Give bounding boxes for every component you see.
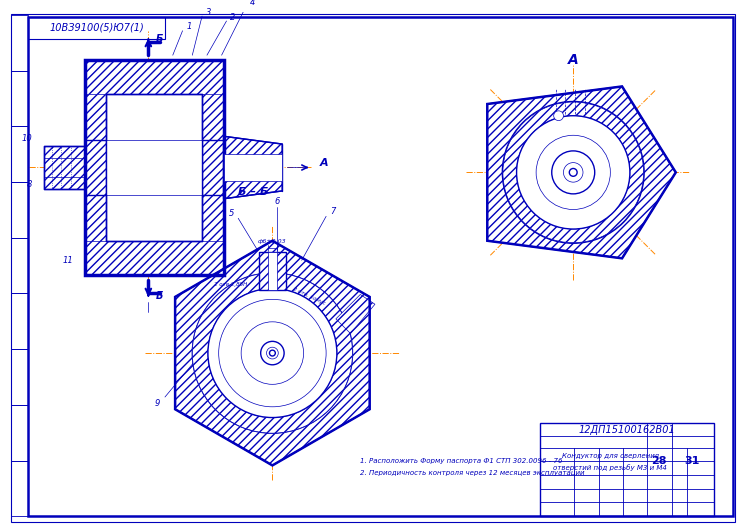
Circle shape [554, 111, 563, 121]
Bar [268, 253, 278, 290]
Bar [10, 15, 28, 71]
Text: 10: 10 [22, 134, 32, 143]
Polygon shape [487, 86, 676, 258]
Text: 9: 9 [154, 399, 160, 408]
Bar [259, 253, 286, 290]
Text: 8: 8 [27, 180, 32, 189]
Circle shape [269, 350, 275, 356]
Text: 2. Периодичность контроля через 12 месяцев эксплуатации: 2. Периодичность контроля через 12 месяц… [360, 470, 585, 476]
Circle shape [503, 102, 644, 243]
Text: 2 отв.2,85H: 2 отв.2,85H [214, 282, 247, 287]
Polygon shape [85, 60, 224, 275]
Bar [10, 71, 28, 126]
Circle shape [260, 341, 284, 365]
Text: 10ВЗ9100(5)Ю7(1): 10ВЗ9100(5)Ю7(1) [49, 23, 144, 33]
Circle shape [192, 273, 353, 433]
Bar [10, 461, 28, 516]
Wedge shape [192, 273, 353, 433]
Text: 6: 6 [275, 197, 280, 206]
Text: Кондуктор для сверления: Кондуктор для сверления [562, 453, 659, 458]
Polygon shape [44, 146, 85, 189]
Text: 4: 4 [250, 0, 255, 7]
Bar [10, 293, 28, 349]
Text: 2: 2 [231, 13, 236, 21]
Polygon shape [85, 195, 107, 241]
Bar [10, 405, 28, 461]
Text: А: А [319, 158, 328, 168]
Text: отверстий под резьбу М3 и М4: отверстий под резьбу М3 и М4 [554, 464, 667, 471]
Text: ф6±0.03: ф6±0.03 [258, 239, 286, 244]
Text: 11: 11 [63, 256, 73, 265]
Circle shape [569, 169, 577, 176]
Circle shape [516, 116, 630, 229]
Bar [107, 94, 202, 241]
Polygon shape [175, 241, 370, 465]
Text: 31: 31 [685, 456, 700, 466]
Polygon shape [202, 195, 224, 241]
Circle shape [552, 151, 595, 194]
Text: Б – Б: Б – Б [238, 187, 268, 197]
Text: 12ДП15100162В01: 12ДП15100162В01 [579, 425, 675, 435]
Polygon shape [85, 94, 107, 140]
Text: 7: 7 [330, 207, 336, 216]
Bar [10, 349, 28, 405]
Text: 5: 5 [229, 209, 234, 218]
Text: 1. Расположить Форму паспорта Ф1 СТП 302.0096 - 76: 1. Расположить Форму паспорта Ф1 СТП 302… [360, 457, 562, 464]
Wedge shape [503, 102, 644, 243]
Text: 3: 3 [206, 8, 211, 17]
Bar [28, 17, 165, 39]
Bar [10, 126, 28, 182]
Bar [259, 253, 286, 290]
Text: Б: Б [156, 34, 163, 43]
Polygon shape [224, 136, 282, 199]
Circle shape [208, 289, 337, 418]
Polygon shape [336, 294, 375, 334]
Polygon shape [202, 94, 224, 140]
Text: 1: 1 [186, 23, 192, 31]
Bar [540, 423, 714, 516]
Bar [224, 154, 282, 181]
Text: А: А [568, 53, 579, 67]
Bar [10, 182, 28, 238]
Text: Б: Б [156, 291, 163, 301]
Text: 2 отв. конус: 2 отв. конус [292, 287, 326, 306]
Text: 28: 28 [651, 456, 667, 466]
Bar [10, 238, 28, 293]
Bar [107, 140, 202, 195]
